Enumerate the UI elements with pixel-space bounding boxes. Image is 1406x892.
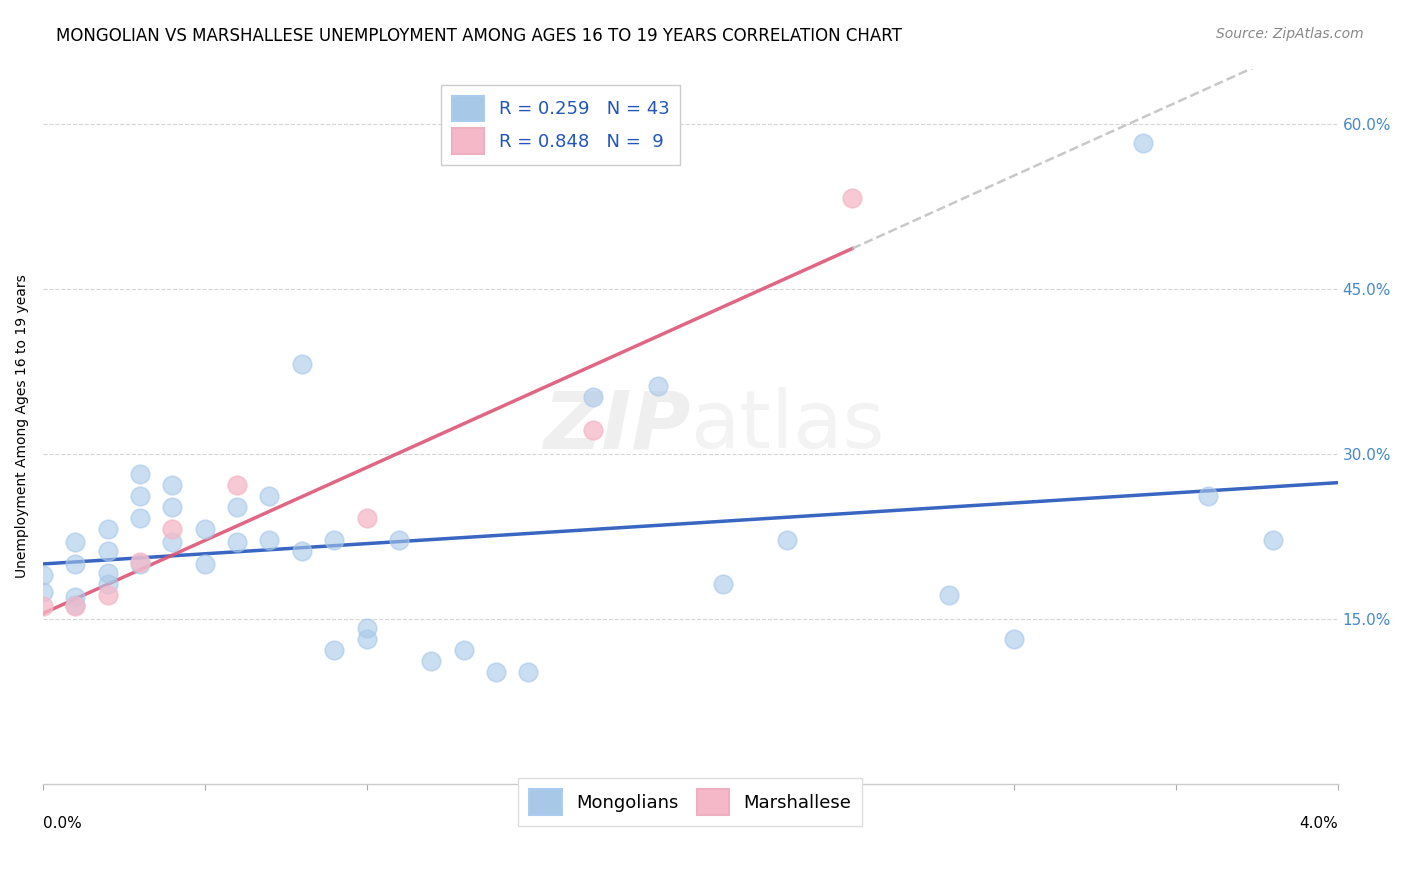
Point bbox=[388, 533, 411, 547]
Point bbox=[420, 654, 443, 668]
Point bbox=[32, 568, 55, 582]
Point bbox=[259, 533, 281, 547]
Point bbox=[129, 489, 152, 503]
Point bbox=[582, 390, 605, 404]
Point bbox=[776, 533, 799, 547]
Text: Source: ZipAtlas.com: Source: ZipAtlas.com bbox=[1216, 27, 1364, 41]
Point bbox=[162, 500, 184, 514]
Point bbox=[65, 599, 87, 613]
Point bbox=[226, 535, 249, 549]
Point bbox=[291, 357, 314, 371]
Point bbox=[97, 566, 120, 580]
Point bbox=[323, 643, 346, 657]
Point bbox=[65, 590, 87, 604]
Point bbox=[453, 643, 475, 657]
Point bbox=[1132, 136, 1154, 151]
Y-axis label: Unemployment Among Ages 16 to 19 years: Unemployment Among Ages 16 to 19 years bbox=[15, 275, 30, 578]
Point bbox=[97, 588, 120, 602]
Point bbox=[65, 535, 87, 549]
Legend: Mongolians, Marshallese: Mongolians, Marshallese bbox=[519, 779, 862, 825]
Point bbox=[1002, 632, 1025, 646]
Text: 0.0%: 0.0% bbox=[44, 815, 82, 830]
Point bbox=[841, 192, 863, 206]
Point bbox=[65, 557, 87, 571]
Point bbox=[356, 632, 378, 646]
Point bbox=[938, 588, 960, 602]
Point bbox=[194, 557, 217, 571]
Point bbox=[356, 511, 378, 525]
Point bbox=[129, 511, 152, 525]
Point bbox=[323, 533, 346, 547]
Point bbox=[711, 577, 734, 591]
Point bbox=[162, 522, 184, 536]
Point bbox=[517, 665, 540, 679]
Point bbox=[1261, 533, 1284, 547]
Point bbox=[97, 522, 120, 536]
Text: ZIP: ZIP bbox=[543, 387, 690, 466]
Point bbox=[485, 665, 508, 679]
Point bbox=[129, 467, 152, 481]
Point bbox=[259, 489, 281, 503]
Point bbox=[226, 500, 249, 514]
Point bbox=[647, 378, 669, 392]
Point bbox=[32, 584, 55, 599]
Point bbox=[162, 478, 184, 492]
Text: atlas: atlas bbox=[690, 387, 884, 466]
Point bbox=[129, 557, 152, 571]
Point bbox=[97, 577, 120, 591]
Text: MONGOLIAN VS MARSHALLESE UNEMPLOYMENT AMONG AGES 16 TO 19 YEARS CORRELATION CHAR: MONGOLIAN VS MARSHALLESE UNEMPLOYMENT AM… bbox=[56, 27, 903, 45]
Point bbox=[32, 599, 55, 613]
Point bbox=[97, 544, 120, 558]
Point bbox=[65, 598, 87, 612]
Point bbox=[356, 621, 378, 635]
Point bbox=[1197, 489, 1219, 503]
Point bbox=[162, 535, 184, 549]
Point bbox=[129, 555, 152, 569]
Point bbox=[582, 423, 605, 437]
Point bbox=[194, 522, 217, 536]
Point bbox=[291, 544, 314, 558]
Point bbox=[226, 478, 249, 492]
Text: 4.0%: 4.0% bbox=[1299, 815, 1337, 830]
